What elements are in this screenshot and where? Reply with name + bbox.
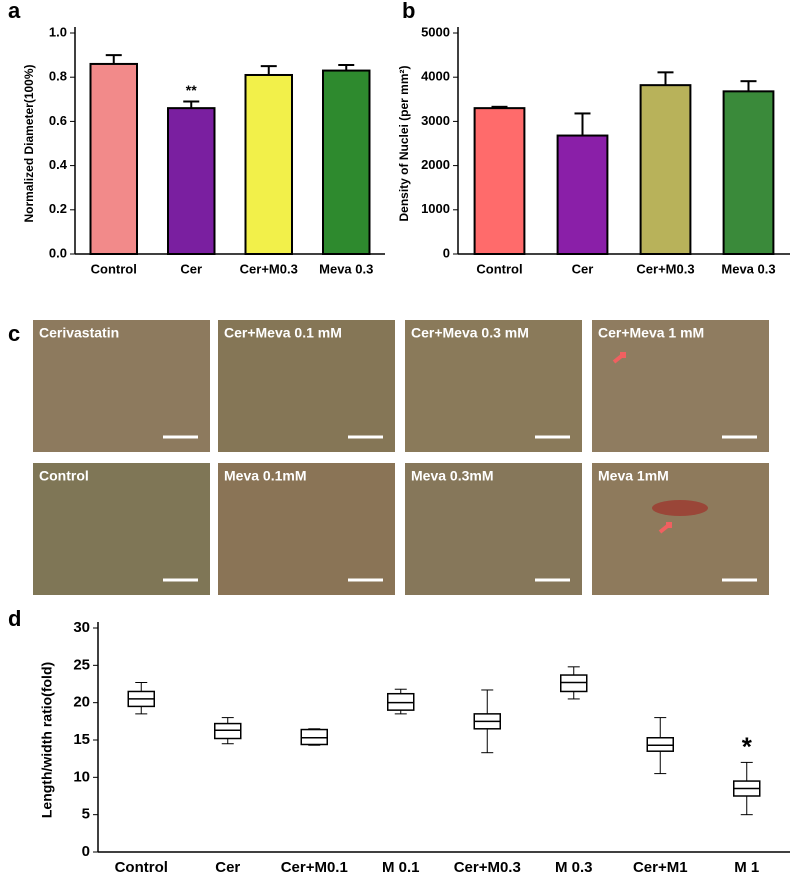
arrow <box>612 352 626 364</box>
y-tick-label: 2000 <box>421 157 450 172</box>
image-caption: Cerivastatin <box>39 325 119 341</box>
panel-letter: c <box>8 321 20 346</box>
bar <box>244 73 293 255</box>
x-tick-label: Control <box>476 261 522 276</box>
y-tick-label: 1000 <box>421 201 450 216</box>
y-axis-label: Density of Nuclei (per mm²) <box>397 65 411 221</box>
bar <box>167 107 216 255</box>
x-tick-label: Cer+M0.1 <box>281 859 348 876</box>
x-tick-label: Cer+M1 <box>633 859 688 876</box>
micrograph <box>592 320 769 452</box>
panel-letter: b <box>402 0 415 23</box>
bar <box>89 62 138 255</box>
y-tick-label: 0.2 <box>49 201 67 216</box>
y-tick-label: 30 <box>73 619 90 636</box>
bar <box>639 84 692 255</box>
micrographs: Cerivastatin Cer+Meva 0.1 mM Cer+Meva 0.3 … <box>33 320 769 595</box>
y-tick-label: 5000 <box>421 24 450 39</box>
y-tick-label: 15 <box>73 731 90 748</box>
x-tick-label: M 0.3 <box>555 859 593 876</box>
bar <box>556 134 609 256</box>
y-tick-label: 0.0 <box>49 245 67 260</box>
micrograph <box>33 463 210 595</box>
micrograph <box>592 463 769 595</box>
x-tick-label: Control <box>91 261 137 276</box>
x-tick-label: M 0.1 <box>382 859 420 876</box>
y-tick-label: 4000 <box>421 69 450 84</box>
bar <box>322 69 371 255</box>
image-caption: Cer+Meva 1 mM <box>598 325 704 341</box>
arrow <box>658 522 672 534</box>
annotation: ** <box>186 82 197 98</box>
x-tick-label: Cer+M0.3 <box>240 261 298 276</box>
y-tick-label: 1.0 <box>49 24 67 39</box>
y-tick-label: 0 <box>443 245 450 260</box>
image-caption: Cer+Meva 0.1 mM <box>224 325 342 341</box>
micrograph <box>405 463 582 595</box>
bar <box>473 107 526 255</box>
x-tick-label: Meva 0.3 <box>319 261 373 276</box>
panel-letter: d <box>8 606 21 631</box>
y-tick-label: 0 <box>82 843 90 860</box>
x-tick-label: Cer+M0.3 <box>454 859 521 876</box>
x-tick-label: Control <box>115 859 168 876</box>
x-tick-label: M 1 <box>734 859 759 876</box>
micrograph <box>218 320 395 452</box>
x-tick-label: Cer <box>180 261 202 276</box>
y-tick-label: 3000 <box>421 113 450 128</box>
panel-letter: a <box>8 0 21 23</box>
image-panels: c Cerivastatin Cer+Meva 0.1 mM Cer+Meva 0.… <box>8 320 769 595</box>
y-tick-label: 20 <box>73 694 90 711</box>
micrograph <box>218 463 395 595</box>
image-caption: Meva 0.1mM <box>224 468 306 484</box>
y-tick-label: 10 <box>73 768 90 785</box>
y-tick-label: 0.4 <box>49 157 68 172</box>
x-tick-label: Cer <box>215 859 240 876</box>
y-tick-label: 25 <box>73 656 90 673</box>
image-caption: Cer+Meva 0.3 mM <box>411 325 529 341</box>
annotation: * <box>742 731 753 761</box>
y-axis-label: Normalized Diameter(100%) <box>22 64 36 222</box>
micrograph <box>405 320 582 452</box>
x-tick-label: Meva 0.3 <box>721 261 775 276</box>
image-caption: Meva 0.3mM <box>411 468 493 484</box>
y-axis-label: Length/width ratio(fold) <box>39 662 55 818</box>
y-tick-label: 0.6 <box>49 113 67 128</box>
y-tick-label: 0.8 <box>49 69 67 84</box>
micrograph <box>33 320 210 452</box>
image-caption: Meva 1mM <box>598 468 669 484</box>
bar <box>722 90 775 256</box>
image-caption: Control <box>39 468 89 484</box>
x-tick-label: Cer+M0.3 <box>636 261 694 276</box>
x-tick-label: Cer <box>572 261 594 276</box>
y-tick-label: 5 <box>82 806 90 823</box>
stain <box>652 500 708 516</box>
